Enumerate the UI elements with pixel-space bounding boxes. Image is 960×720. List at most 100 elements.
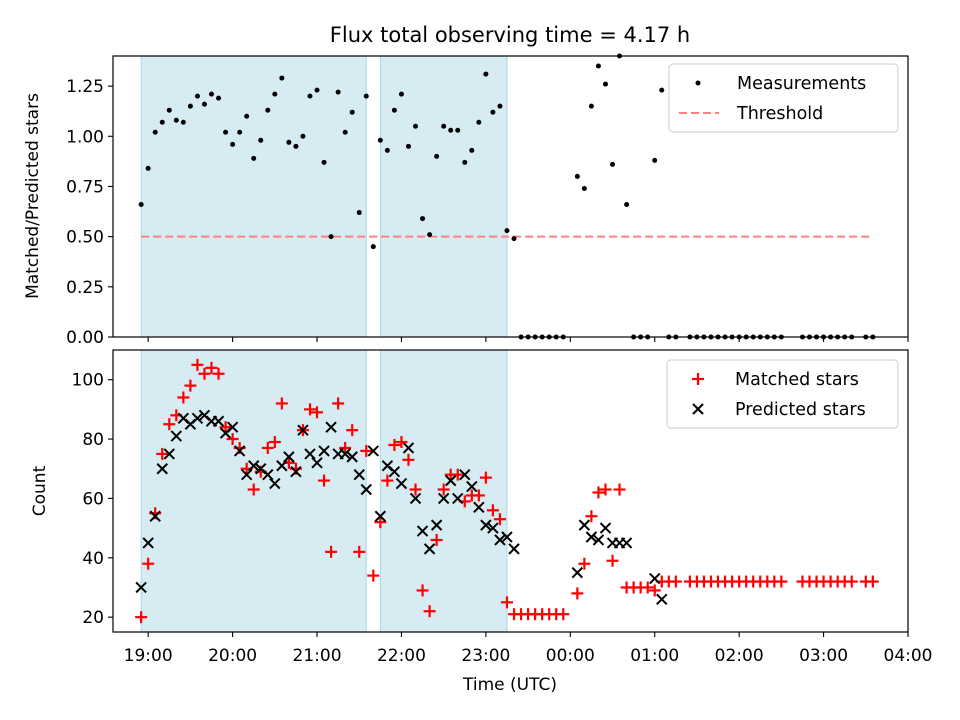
measurement-point — [272, 91, 278, 97]
predicted-star-point — [170, 430, 183, 442]
matched-star-point — [775, 575, 788, 588]
x-axis-label: Time (UTC) — [462, 675, 557, 695]
measurement-point — [476, 119, 482, 125]
measurement-point — [258, 137, 264, 143]
measurement-point — [434, 153, 440, 159]
matched-star-point — [641, 581, 654, 594]
matched-star-point — [613, 483, 626, 496]
measurement-point — [462, 159, 468, 165]
matched-star-point — [430, 533, 443, 546]
predicted-star-point — [430, 519, 443, 531]
matched-star-point — [374, 516, 387, 529]
legend-measurements-marker — [695, 80, 701, 86]
top-legend-box — [668, 63, 899, 133]
predicted-star-point — [374, 510, 387, 522]
shaded-interval-2 — [379, 349, 508, 633]
measurement-point — [497, 103, 503, 109]
matched-star-point — [261, 441, 274, 454]
top-y-ticks: 0.00 0.25 0.50 0.75 1.00 1.25 — [66, 77, 113, 348]
measurement-point — [398, 91, 404, 97]
y-tick-label: 1.00 — [66, 127, 104, 147]
matched-star-point — [268, 436, 281, 449]
predicted-star-point — [311, 457, 323, 469]
matched-star-point — [346, 424, 359, 437]
measurement-point — [391, 107, 397, 113]
matched-star-point — [402, 453, 415, 466]
predicted-star-point — [135, 581, 147, 594]
matched-star-point — [423, 605, 436, 618]
predicted-star-point — [501, 531, 513, 543]
measurement-point — [244, 113, 250, 119]
shaded-interval-1 — [140, 55, 367, 338]
predicted-star-point — [508, 543, 520, 555]
measurement-point — [251, 155, 257, 161]
predicted-star-point — [416, 525, 429, 537]
x-tick-label: 19:00 — [124, 646, 173, 666]
predicted-star-point — [283, 451, 295, 463]
measurement-point — [293, 143, 299, 149]
predicted-star-point — [269, 477, 281, 490]
matched-star-point — [247, 483, 260, 496]
matched-star-point — [578, 557, 591, 570]
measurement-point — [405, 143, 411, 149]
predicted-star-point — [444, 474, 457, 487]
matched-star-point — [318, 474, 331, 487]
legend-measurements-label: Measurements — [737, 74, 866, 94]
x-tick-label: 20:00 — [208, 646, 257, 666]
predicted-star-point — [599, 522, 612, 534]
predicted-star-point — [480, 519, 492, 531]
matched-star-point — [493, 513, 506, 526]
bottom-panel: 20 40 60 80 100 19:00 20:00 21:00 22:00 23:00 00:… — [30, 349, 933, 695]
measurement-point — [377, 137, 383, 143]
matched-star-point — [500, 596, 513, 609]
predicted-star-point — [487, 522, 499, 534]
measurement-point — [145, 165, 151, 171]
matched-star-point — [409, 483, 422, 496]
measurement-point — [574, 173, 580, 179]
predicted-star-point — [262, 468, 274, 481]
y-tick-label: 80 — [82, 430, 104, 450]
matched-star-point — [571, 587, 584, 600]
measurement-point — [187, 103, 193, 109]
matched-star-point — [585, 510, 598, 523]
x-tick-label: 23:00 — [461, 646, 510, 666]
predicted-star-point — [248, 460, 260, 472]
measurement-point — [504, 228, 510, 234]
x-tick-label: 02:00 — [715, 646, 764, 666]
y-tick-label: 0.25 — [66, 278, 104, 298]
matched-star-point — [416, 584, 429, 597]
predicted-star-point — [452, 492, 464, 505]
matched-star-point — [303, 403, 316, 416]
y-tick-label: 0.75 — [66, 177, 104, 197]
top-shaded-intervals — [140, 55, 508, 338]
y-tick-label: 40 — [82, 549, 104, 569]
measurement-point — [216, 95, 222, 101]
matched-star-point — [451, 468, 464, 481]
measurement-point — [659, 87, 665, 93]
matched-star-point — [332, 397, 345, 410]
measurement-point — [237, 129, 243, 135]
matched-star-point — [353, 545, 366, 558]
measurement-point — [230, 141, 236, 147]
predicted-star-point — [620, 537, 633, 549]
y-tick-label: 0.50 — [66, 228, 104, 248]
predicted-star-point — [163, 448, 175, 460]
top-legend: Measurements Threshold — [668, 63, 899, 133]
matched-star-point — [191, 358, 204, 371]
predicted-star-point — [395, 477, 408, 490]
measurement-point — [420, 216, 426, 222]
matched-star-point — [177, 391, 190, 404]
predicted-star-point — [578, 519, 591, 531]
measurement-point — [356, 210, 362, 216]
measurement-point — [279, 75, 285, 81]
legend-matched-marker — [692, 373, 704, 385]
top-axes-frame — [112, 55, 909, 338]
measurement-point — [342, 129, 348, 135]
measurement-point — [307, 93, 313, 99]
predicted-star-point — [402, 442, 415, 454]
x-tick-label: 00:00 — [546, 646, 595, 666]
measurement-point — [223, 129, 229, 135]
matched-star-point — [669, 575, 682, 588]
predicted-star-point — [339, 448, 351, 460]
